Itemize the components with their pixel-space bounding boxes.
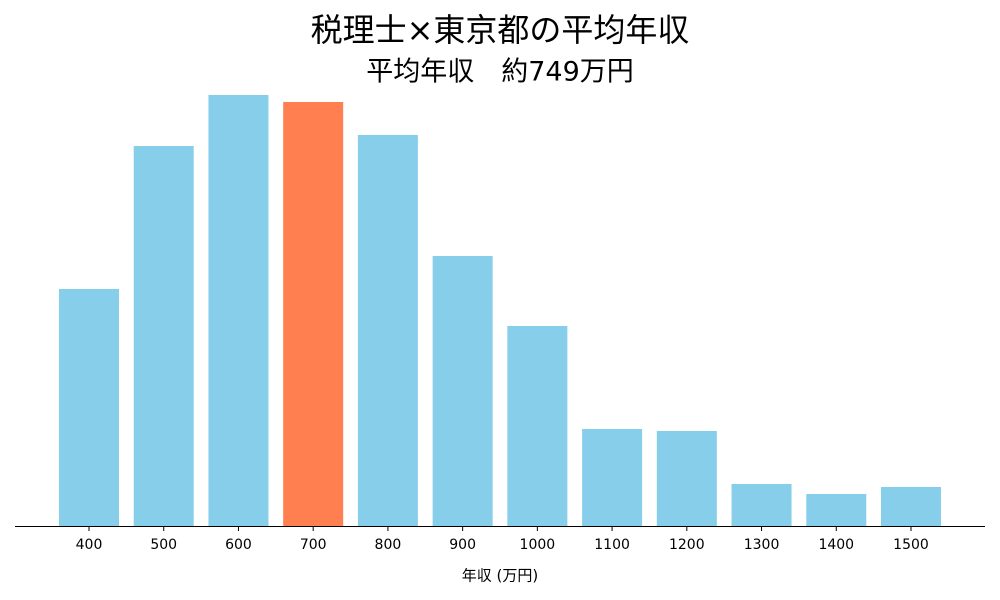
x-tick-label: 700	[300, 537, 327, 553]
bar	[432, 256, 493, 526]
bar	[507, 326, 568, 526]
x-tick-label: 800	[375, 537, 402, 553]
chart-subtitle: 平均年収 約749万円	[366, 57, 634, 88]
x-tick-label: 600	[225, 537, 252, 553]
x-tick-label: 1400	[818, 537, 854, 553]
bar	[881, 487, 941, 526]
x-tick-label: 1000	[520, 537, 556, 553]
x-tick-label: 900	[449, 537, 476, 553]
bar	[133, 146, 194, 526]
x-tick-label: 1500	[893, 537, 929, 553]
bar	[357, 135, 418, 526]
x-tick-label: 1100	[594, 537, 630, 553]
bar	[59, 289, 119, 526]
bar	[731, 484, 792, 526]
x-tick-label: 1200	[669, 537, 705, 553]
x-tick-label: 400	[76, 537, 103, 553]
bar	[208, 95, 269, 526]
x-tick-label: 500	[150, 537, 177, 553]
chart-title: 税理士×東京都の平均年収	[311, 11, 690, 49]
bar	[656, 431, 717, 526]
bar	[806, 494, 867, 526]
x-axis-label: 年収 (万円)	[462, 567, 538, 585]
bar	[283, 102, 344, 526]
bar	[582, 429, 643, 526]
x-tick-label: 1300	[744, 537, 780, 553]
